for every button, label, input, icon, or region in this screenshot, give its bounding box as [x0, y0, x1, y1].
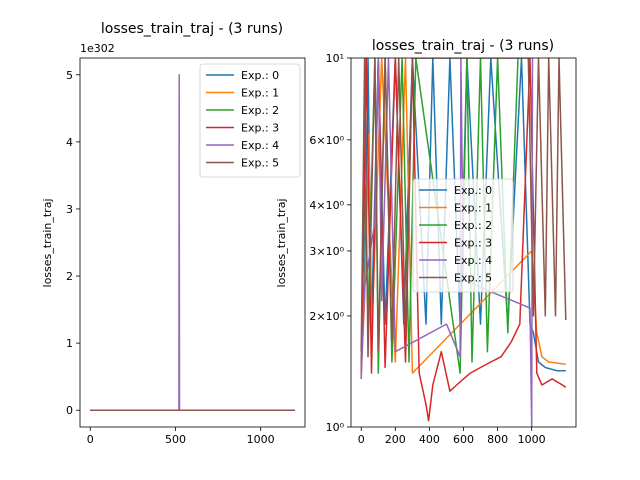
legend-entry: Exp.: 3 — [241, 122, 279, 135]
x-tick-label: 800 — [487, 433, 508, 446]
right-y-ticks: 10⁰ 2×10⁰ 3×10⁰ 4×10⁰ 6×10⁰ 10¹ — [309, 52, 351, 434]
right-x-ticks: 0 200 400 600 800 1000 — [358, 427, 546, 446]
legend-entry: Exp.: 1 — [454, 202, 492, 215]
left-chart-title: losses_train_traj - (3 runs) — [101, 21, 283, 37]
y-tick-label: 1 — [66, 337, 73, 350]
left-axes: losses_train_traj - (3 runs) 1e302 losse… — [41, 21, 306, 446]
left-offset-text: 1e302 — [80, 42, 115, 55]
legend-entry: Exp.: 2 — [241, 104, 279, 117]
legend-entry: Exp.: 4 — [454, 254, 492, 267]
x-tick-label: 0 — [87, 433, 94, 446]
y-tick-label: 2 — [66, 270, 73, 283]
y-tick-label: 4 — [66, 136, 73, 149]
y-tick-label: 4×10⁰ — [309, 199, 344, 212]
right-chart-title: losses_train_traj - (3 runs) — [372, 38, 554, 54]
y-tick-label: 3 — [66, 203, 73, 216]
x-tick-label: 1000 — [518, 433, 546, 446]
x-tick-label: 200 — [385, 433, 406, 446]
series-line — [360, 58, 566, 372]
y-tick-label: 3×10⁰ — [309, 245, 344, 258]
series-line — [360, 58, 534, 427]
x-tick-label: 1000 — [247, 433, 275, 446]
legend-entry: Exp.: 0 — [241, 69, 279, 82]
y-tick-label: 6×10⁰ — [309, 134, 344, 147]
y-tick-label: 5 — [66, 69, 73, 82]
legend-entry: Exp.: 2 — [454, 219, 492, 232]
legend-entry: Exp.: 0 — [454, 184, 492, 197]
right-plot-lines — [360, 58, 567, 427]
left-axes-frame — [79, 57, 306, 428]
legend-entry: Exp.: 1 — [241, 87, 279, 100]
y-tick-label: 0 — [66, 404, 73, 417]
series-line — [360, 58, 566, 374]
right-y-axis-label: losses_train_traj — [275, 199, 288, 288]
series-line — [360, 58, 567, 358]
right-legend: Exp.: 0 Exp.: 1 Exp.: 2 Exp.: 3 Exp.: 4 Exp.:… — [412, 178, 514, 293]
left-plot-lines — [90, 74, 295, 411]
y-tick-label: 10⁰ — [326, 421, 345, 434]
x-tick-label: 600 — [453, 433, 474, 446]
y-tick-label: 10¹ — [326, 52, 344, 65]
series-line — [360, 58, 567, 422]
left-y-axis-label: losses_train_traj — [41, 199, 54, 288]
left-legend: Exp.: 0 Exp.: 1 Exp.: 2 Exp.: 3 Exp.: 4 Exp.:… — [199, 63, 301, 178]
x-tick-label: 400 — [419, 433, 440, 446]
left-x-ticks: 0 500 1000 — [87, 427, 275, 446]
legend-entry: Exp.: 5 — [241, 157, 279, 170]
legend-entry: Exp.: 5 — [454, 272, 492, 285]
left-y-ticks: 0 1 2 3 4 5 — [66, 69, 80, 417]
legend-entry: Exp.: 4 — [241, 139, 279, 152]
x-tick-label: 0 — [358, 433, 365, 446]
y-tick-label: 2×10⁰ — [309, 310, 344, 323]
legend-entry: Exp.: 3 — [454, 237, 492, 250]
right-axes-frame — [350, 57, 577, 428]
x-tick-label: 500 — [165, 433, 186, 446]
right-axes: losses_train_traj - (3 runs) losses_trai… — [275, 38, 577, 446]
